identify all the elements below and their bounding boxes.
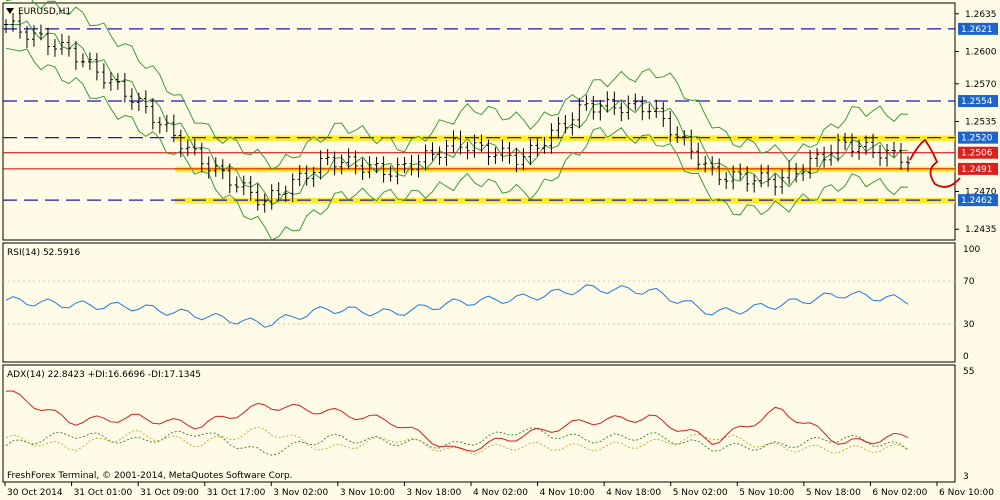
yellow-zone-0 [175,135,955,141]
adx-line [5,390,909,452]
yellow-zone-2 [175,197,955,204]
level-label-2: 1.2520 [961,134,993,144]
time-label-1: 31 Oct 01:00 [74,488,133,498]
price-tick-label-5: 1.2435 [965,225,997,235]
time-label-5: 3 Nov 10:00 [340,488,395,498]
rsi-tick-label-2: 30 [963,320,975,330]
yellow-zone-1 [175,166,955,173]
level-label-box-0 [958,22,998,35]
adx-tick-label-0: 55 [963,367,974,377]
adx-panel [2,364,956,483]
symbol-menu-icon[interactable] [6,8,14,14]
minus-di-line [5,426,909,455]
level-label-box-2 [958,131,998,144]
red-label-box-1 [958,162,998,175]
bollinger-lower [5,47,909,241]
time-label-12: 5 Nov 18:00 [806,488,861,498]
red-label-0: 1.2506 [961,149,993,159]
time-label-3: 31 Oct 17:00 [207,488,266,498]
adx-tick-label-1: 3 [963,472,969,482]
time-label-9: 4 Nov 18:00 [606,488,661,498]
rsi-tick-label-3: 0 [963,352,969,362]
time-label-11: 5 Nov 10:00 [739,488,794,498]
time-label-8: 4 Nov 10:00 [540,488,595,498]
price-panel [2,2,956,241]
time-label-2: 31 Oct 09:00 [140,488,199,498]
annotation-stroke [909,138,961,188]
time-label-13: 6 Nov 02:00 [872,488,927,498]
time-label-0: 30 Oct 2014 [7,488,63,498]
rsi-tick-label-0: 100 [963,245,980,255]
time-label-10: 5 Nov 02:00 [673,488,728,498]
level-label-1: 1.2554 [961,97,993,107]
symbol-title: EURUSD,H1 [18,7,71,17]
rsi-tick-label-1: 70 [963,277,975,287]
time-label-4: 3 Nov 02:00 [273,488,328,498]
level-label-box-1 [958,95,998,108]
time-label-14: 6 Nov 10:00 [939,488,994,498]
price-tick-label-4: 1.2470 [965,188,997,198]
price-tick-label-0: 1.2635 [965,10,997,20]
red-label-box-0 [958,146,998,159]
bollinger-middle [6,20,909,206]
red-label-1: 1.2491 [961,165,993,175]
level-label-0: 1.2621 [961,25,993,35]
price-tick-label-2: 1.2570 [965,80,997,90]
time-label-7: 4 Nov 02:00 [473,488,528,498]
rsi-panel [2,242,956,363]
plus-di-line [5,427,909,456]
level-label-3: 1.2462 [961,196,993,206]
rsi-line [5,284,909,328]
adx-label: ADX(14) 22.8423 +DI:16.6696 -DI:17.1345 [7,370,201,380]
copyright-text: FreshForex Terminal, © 2001-2014, MetaQu… [7,471,293,481]
bollinger-upper [5,0,909,171]
price-tick-label-1: 1.2600 [965,47,997,57]
price-tick-label-3: 1.2535 [965,118,997,128]
time-label-6: 3 Nov 18:00 [406,488,461,498]
level-label-box-3 [958,194,998,207]
rsi-label: RSI(14) 52.5916 [7,248,80,258]
